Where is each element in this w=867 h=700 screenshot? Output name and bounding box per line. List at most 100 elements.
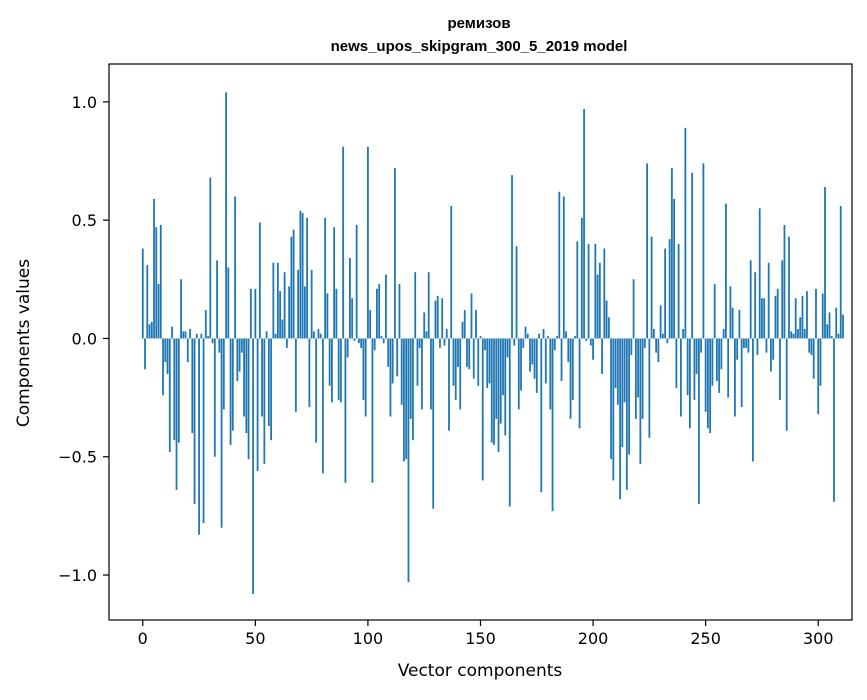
bar bbox=[346, 338, 349, 358]
bar bbox=[385, 274, 387, 339]
bar bbox=[752, 338, 754, 462]
bar bbox=[637, 338, 640, 398]
bar bbox=[743, 338, 745, 348]
bar bbox=[443, 338, 446, 346]
y-tick-label: 0.0 bbox=[72, 329, 97, 348]
bar bbox=[299, 210, 302, 339]
bar bbox=[396, 338, 399, 377]
bar bbox=[578, 338, 581, 429]
bar bbox=[490, 338, 493, 443]
bar bbox=[713, 284, 716, 339]
bar bbox=[499, 338, 502, 424]
bar bbox=[565, 331, 567, 339]
bar bbox=[432, 338, 435, 509]
bar bbox=[835, 307, 838, 339]
bar bbox=[607, 317, 610, 339]
bar bbox=[632, 279, 635, 339]
bar bbox=[261, 338, 263, 417]
bar bbox=[641, 338, 644, 419]
bar bbox=[394, 168, 396, 339]
bar bbox=[270, 338, 273, 441]
bar bbox=[283, 272, 286, 339]
bar bbox=[734, 338, 736, 417]
bar bbox=[146, 265, 149, 339]
bar bbox=[803, 328, 806, 339]
bar bbox=[754, 272, 757, 339]
bar bbox=[837, 333, 840, 339]
bar bbox=[614, 338, 617, 389]
bar bbox=[731, 307, 734, 339]
bar bbox=[508, 338, 511, 507]
bar bbox=[495, 338, 498, 419]
bar bbox=[335, 288, 338, 339]
bar bbox=[481, 338, 484, 481]
bar bbox=[276, 262, 279, 339]
bar bbox=[240, 338, 243, 353]
x-tick-label: 300 bbox=[803, 629, 834, 648]
bar bbox=[785, 338, 788, 431]
bar bbox=[380, 336, 383, 339]
bar bbox=[227, 267, 230, 339]
bar bbox=[772, 338, 775, 360]
bar bbox=[409, 338, 412, 419]
bar bbox=[369, 310, 372, 339]
y-axis-ticks: −1.0 −0.5 0.0 0.5 1.0 bbox=[58, 93, 109, 585]
bar bbox=[691, 172, 694, 339]
bar bbox=[200, 333, 203, 339]
bar bbox=[213, 338, 216, 457]
bar bbox=[326, 293, 329, 339]
bar bbox=[351, 298, 354, 339]
bar bbox=[290, 236, 293, 339]
bar bbox=[504, 338, 507, 436]
bar bbox=[448, 338, 450, 431]
bar bbox=[524, 326, 527, 339]
bar bbox=[650, 236, 653, 339]
bar bbox=[292, 229, 295, 339]
bar bbox=[682, 328, 685, 339]
bar bbox=[830, 336, 833, 339]
bar bbox=[623, 338, 626, 403]
bar bbox=[839, 205, 842, 339]
bar bbox=[806, 291, 808, 339]
bar bbox=[439, 338, 441, 348]
bar bbox=[718, 338, 721, 393]
bar bbox=[238, 338, 241, 372]
bar bbox=[700, 338, 703, 353]
bar bbox=[468, 338, 471, 370]
bar bbox=[695, 338, 698, 374]
bar bbox=[702, 163, 705, 339]
bar bbox=[245, 338, 248, 434]
bar bbox=[252, 338, 254, 594]
bar bbox=[279, 291, 282, 339]
bar bbox=[303, 286, 306, 339]
bar bbox=[398, 284, 401, 339]
bar bbox=[376, 288, 378, 339]
bar bbox=[362, 338, 365, 400]
bar bbox=[236, 338, 239, 382]
bar bbox=[616, 338, 619, 405]
bar bbox=[740, 338, 743, 408]
bar bbox=[479, 336, 482, 339]
bar bbox=[592, 338, 594, 360]
bar bbox=[337, 338, 340, 400]
bar bbox=[317, 328, 320, 339]
bar bbox=[391, 338, 394, 384]
bar bbox=[150, 321, 153, 339]
bar bbox=[668, 239, 671, 339]
bar bbox=[529, 338, 531, 372]
bar bbox=[342, 146, 345, 339]
bar bbox=[407, 338, 410, 583]
bar bbox=[621, 338, 624, 448]
bar bbox=[373, 338, 376, 351]
bar bbox=[707, 338, 709, 429]
y-tick-label: −1.0 bbox=[58, 566, 97, 585]
bar bbox=[189, 328, 191, 339]
bar bbox=[463, 310, 466, 339]
bar bbox=[596, 274, 599, 339]
bar bbox=[457, 338, 459, 367]
bar bbox=[601, 338, 603, 374]
bar bbox=[652, 328, 655, 339]
bar bbox=[540, 338, 543, 493]
bar bbox=[315, 338, 318, 443]
bar bbox=[612, 338, 615, 481]
